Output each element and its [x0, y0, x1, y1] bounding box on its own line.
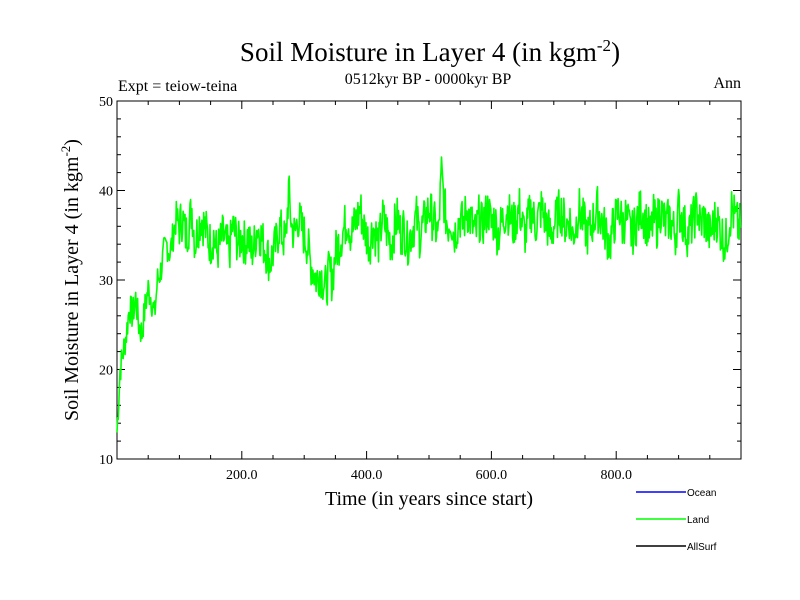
x-axis-label: Time (in years since start)	[325, 488, 533, 510]
plot-frame	[116, 100, 742, 460]
y-tick-label: 30	[99, 274, 113, 289]
experiment-label: Expt = teiow-teina	[118, 78, 237, 95]
x-tick-label: 800.0	[600, 468, 632, 483]
legend-label-ocean: Ocean	[687, 488, 716, 499]
chart-subtitle: 0512kyr BP - 0000kyr BP	[345, 71, 512, 88]
y-tick-label: 50	[99, 95, 113, 110]
axis-tick-labels: 200.0 400.0 600.0 800.0 10 20 30 40 50	[99, 95, 632, 483]
x-tick-label: 600.0	[476, 468, 508, 483]
x-tick-label: 200.0	[226, 468, 258, 483]
series-line-land	[116, 156, 742, 433]
legend-label-land: Land	[687, 515, 709, 526]
y-tick-label: 20	[99, 364, 113, 379]
axis-ticks	[117, 101, 741, 459]
y-tick-label: 40	[99, 185, 113, 200]
legend-label-allsurf: AllSurf	[687, 542, 717, 553]
season-label: Ann	[713, 75, 741, 92]
y-tick-label: 10	[99, 453, 113, 468]
chart-title: Soil Moisture in Layer 4 (in kgm-2)	[240, 36, 620, 67]
y-axis-label: Soil Moisture in Layer 4 (in kgm-2)	[58, 139, 83, 421]
x-tick-label: 400.0	[351, 468, 383, 483]
legend: Ocean Land AllSurf	[636, 488, 717, 553]
